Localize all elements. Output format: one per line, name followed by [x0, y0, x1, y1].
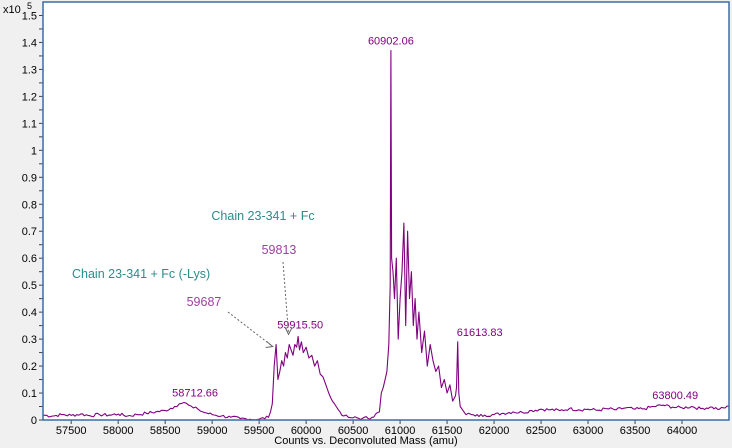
y-tick-label-4: 0.4: [22, 307, 37, 319]
x-tick-label-1: 58000: [103, 425, 134, 437]
peak-label-3: 58712.66: [172, 387, 218, 399]
y-tick-label-8: 0.8: [22, 199, 37, 211]
y-tick-label-6: 0.6: [22, 253, 37, 265]
annotation-arrow-59687: [227, 311, 274, 347]
plot-background: [43, 2, 729, 420]
peak-label-1: 59915.50: [277, 319, 323, 331]
y-tick-label-14: 1.4: [22, 37, 37, 49]
y-tick-label-2: 0.2: [22, 361, 37, 373]
x-tick-label-12: 63500: [620, 425, 651, 437]
y-tick-label-3: 0.3: [22, 334, 37, 346]
x-tick-label-2: 58500: [150, 425, 181, 437]
y-tick-label-15: 1.5: [22, 10, 37, 22]
y-tick-label-5: 0.5: [22, 280, 37, 292]
x-tick-label-11: 63000: [573, 425, 604, 437]
y-tick-label-9: 0.9: [22, 172, 37, 184]
peak-label-4: 63800.49: [652, 390, 698, 402]
annotations: Chain 23-341 + Fc 59813 Chain 23-341 + Fc …: [72, 209, 315, 348]
x-axis-label: Counts vs. Deconvoluted Mass (amu): [274, 435, 457, 447]
y-tick-label-1: 0.1: [22, 388, 37, 400]
series-layer: [42, 49, 730, 421]
y-tick-label-10: 1: [31, 145, 37, 157]
spectrum-line: [42, 49, 730, 421]
y-multiplier-base: x10: [3, 4, 21, 16]
annotation-chain-fc: Chain 23-341 + Fc: [211, 209, 314, 223]
x-tick-label-13: 64000: [667, 425, 698, 437]
y-tick-label-13: 1.3: [22, 64, 37, 76]
x-tick-label-7: 61000: [385, 425, 416, 437]
y-tick-label-0: 0: [31, 415, 37, 427]
annotation-arrow-59813: [282, 261, 290, 335]
peak-labels: 60902.06 59915.50 61613.83 58712.66 63800.49: [172, 36, 698, 403]
x-tick-label-4: 59500: [244, 425, 275, 437]
y-tick-label-11: 1.1: [22, 118, 37, 130]
axis-ticks: 0 0.1 0.2 0.3 0.4 0.5 0.6 0.7 0.8 0.9 1 1.1 1.2 1.3 1.…: [22, 10, 698, 437]
annotation-mass-59687: 59687: [187, 295, 222, 309]
x-tick-label-0: 57500: [56, 425, 87, 437]
x-tick-label-8: 61500: [432, 425, 463, 437]
y-multiplier-exponent: 5: [27, 1, 32, 11]
peak-label-2: 61613.83: [457, 327, 503, 339]
annotation-chain-fc-lys: Chain 23-341 + Fc (-Lys): [72, 267, 210, 281]
x-tick-label-5: 60000: [291, 425, 322, 437]
x-tick-label-9: 62000: [479, 425, 510, 437]
x-tick-label-3: 59000: [197, 425, 228, 437]
annotation-arrowhead-59813: [285, 328, 292, 336]
annotation-mass-59813: 59813: [262, 243, 297, 257]
x-tick-label-10: 62500: [526, 425, 557, 437]
annotation-arrowhead-59687: [265, 341, 274, 348]
y-tick-label-7: 0.7: [22, 226, 37, 238]
x-tick-label-6: 60500: [338, 425, 369, 437]
plot-frame: [42, 1, 730, 421]
peak-label-0: 60902.06: [368, 36, 414, 48]
y-tick-label-12: 1.2: [22, 91, 37, 103]
